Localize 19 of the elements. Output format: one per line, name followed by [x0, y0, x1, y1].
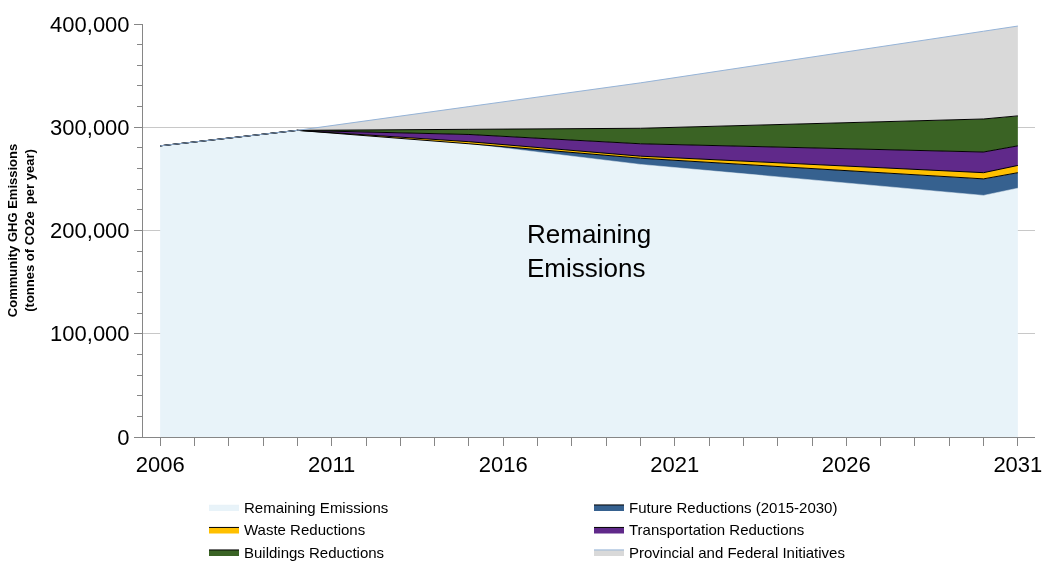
legend-label: Buildings Reductions [244, 543, 385, 561]
legend-label: Transportation Reductions [629, 521, 805, 539]
legend-label: Future Reductions (2015-2030) [629, 498, 838, 516]
y-tick-label: 400,000 [50, 11, 130, 37]
y-tick-label: 0 [117, 424, 130, 450]
y-tick-label: 100,000 [50, 321, 130, 347]
legend-label: Remaining Emissions [244, 498, 389, 516]
y-axis-title: Community GHG Emissions (tonnes of CO2e per year) [5, 143, 38, 318]
y-tick-label: 300,000 [50, 114, 130, 140]
x-tick-label: 2031 [993, 452, 1043, 478]
x-tick-label: 2021 [650, 452, 700, 478]
x-tick-label: 2011 [308, 452, 356, 478]
annotation: Remaining Emissions [527, 219, 652, 283]
x-tick-label: 2006 [135, 452, 185, 478]
y-tick-label: 200,000 [50, 218, 130, 244]
x-tick-label: 2016 [478, 452, 528, 478]
x-tick-label: 2026 [821, 452, 871, 478]
legend-label: Provincial and Federal Initiatives [629, 543, 845, 561]
legend-label: Waste Reductions [244, 521, 366, 539]
